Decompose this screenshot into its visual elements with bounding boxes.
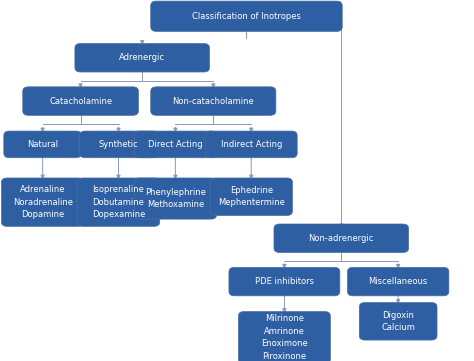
Text: Digoxin
Calcium: Digoxin Calcium	[381, 310, 415, 332]
FancyBboxPatch shape	[359, 303, 437, 340]
Text: Non-catacholamine: Non-catacholamine	[173, 97, 254, 105]
FancyBboxPatch shape	[77, 178, 160, 226]
Text: Milrinone
Amrinone
Enoximone
Piroxinone: Milrinone Amrinone Enoximone Piroxinone	[261, 314, 308, 361]
Text: Isoprenaline
Dobutamine
Dopexamine: Isoprenaline Dobutamine Dopexamine	[92, 185, 145, 219]
FancyBboxPatch shape	[23, 87, 138, 116]
FancyBboxPatch shape	[75, 44, 210, 72]
FancyBboxPatch shape	[134, 178, 217, 219]
FancyBboxPatch shape	[238, 312, 330, 361]
FancyBboxPatch shape	[347, 267, 449, 296]
FancyBboxPatch shape	[80, 131, 157, 158]
Text: Synthetic: Synthetic	[99, 140, 138, 149]
Text: Adrenaline
Noradrenaline
Dopamine: Adrenaline Noradrenaline Dopamine	[13, 185, 73, 219]
Text: Phenylephrine
Methoxamine: Phenylephrine Methoxamine	[145, 188, 206, 209]
Text: PDE inhibitors: PDE inhibitors	[255, 277, 314, 286]
FancyBboxPatch shape	[210, 178, 292, 216]
Text: Natural: Natural	[27, 140, 58, 149]
FancyBboxPatch shape	[229, 267, 340, 296]
FancyBboxPatch shape	[4, 131, 82, 158]
Text: Ephedrine
Mephentermine: Ephedrine Mephentermine	[218, 186, 285, 208]
Text: Classification of Inotropes: Classification of Inotropes	[192, 12, 301, 21]
Text: Indirect Acting: Indirect Acting	[220, 140, 282, 149]
FancyBboxPatch shape	[151, 87, 276, 116]
FancyBboxPatch shape	[134, 131, 217, 158]
FancyBboxPatch shape	[1, 178, 84, 226]
FancyBboxPatch shape	[205, 131, 297, 158]
Text: Catacholamine: Catacholamine	[49, 97, 112, 105]
FancyBboxPatch shape	[151, 1, 342, 31]
Text: Non-adrenergic: Non-adrenergic	[309, 234, 374, 243]
Text: Miscellaneous: Miscellaneous	[368, 277, 428, 286]
FancyBboxPatch shape	[274, 224, 409, 253]
Text: Adrenergic: Adrenergic	[119, 53, 165, 62]
Text: Direct Acting: Direct Acting	[148, 140, 203, 149]
